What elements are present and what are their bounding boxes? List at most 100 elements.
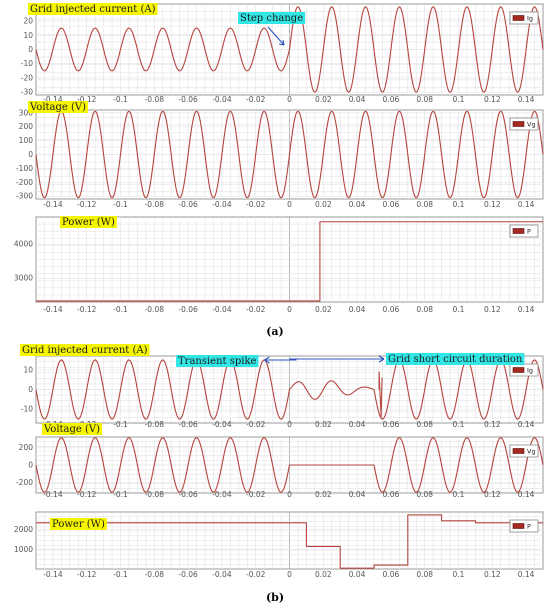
x-tick-label: -0.14 — [43, 95, 63, 104]
x-tick-label: 0.08 — [416, 570, 433, 579]
x-tick-label: 0.12 — [484, 305, 501, 314]
x-tick-label: 0.1 — [453, 570, 465, 579]
x-tick-label: 0.12 — [484, 570, 501, 579]
x-tick-label: 0.06 — [383, 420, 400, 429]
y-tick-label: 300 — [19, 108, 34, 117]
x-tick-label: -0.06 — [178, 200, 198, 209]
y-tick-label: -300 — [16, 192, 33, 201]
panel-a-current: -30 -20 -10 0 10 20 -0.14 -0.12 -0.1 -0.08 -0.06 -0… — [21, 3, 544, 104]
x-tick-label: 0.02 — [315, 305, 332, 314]
x-tick-label: 0.14 — [518, 570, 535, 579]
legend-label: Ig — [527, 367, 533, 375]
legend-swatch — [512, 523, 525, 529]
legend: Ig — [509, 363, 539, 377]
x-tick-label: -0.04 — [212, 305, 232, 314]
panel-b-voltage: -200 0 200 -0.14 -0.12 -0.1 -0.08 -0.06 -0.04 -0.… — [16, 423, 544, 499]
x-tick-label: 0.06 — [383, 490, 400, 499]
x-tick-label: 0.06 — [383, 200, 400, 209]
legend-label: Vg — [527, 121, 536, 129]
x-tick-label: 0.08 — [416, 200, 433, 209]
panel-label: Power (W) — [62, 217, 115, 228]
x-tick-label: -0.08 — [145, 200, 165, 209]
y-tick-label: 10 — [23, 31, 33, 40]
x-tick-label: -0.1 — [113, 570, 128, 579]
annotation-highlight — [386, 353, 525, 365]
x-tick-label: -0.04 — [212, 570, 232, 579]
x-tick-label: 0.04 — [349, 490, 366, 499]
x-tick-label: 0.02 — [315, 570, 332, 579]
arrowhead — [264, 356, 270, 364]
y-tick-label: 0 — [28, 461, 33, 470]
annotation-label: Grid short circuit duration — [388, 354, 523, 365]
series-line-Vg — [35, 110, 544, 199]
panel-a-voltage: -300 -200 -100 0 100 200 300 -0.14 -0.12 -0.1 -0.0… — [16, 101, 544, 209]
x-tick-label: -0.08 — [145, 420, 165, 429]
x-tick-label: 0 — [287, 95, 292, 104]
x-tick-label: 0.12 — [484, 95, 501, 104]
legend: P — [509, 519, 539, 533]
label-highlight — [42, 423, 103, 435]
x-tick-label: 0.04 — [349, 570, 366, 579]
x-tick-label: 0.1 — [453, 305, 465, 314]
legend-swatch — [512, 228, 525, 234]
legend: Vg — [509, 444, 539, 458]
legend-swatch — [512, 121, 525, 127]
x-tick-label: -0.02 — [246, 490, 266, 499]
x-tick-label: 0.14 — [518, 95, 535, 104]
y-tick-label: 200 — [19, 443, 34, 452]
panel-b-current: -10010-0.14-0.12-0.1-0.08-0.06-0.04-0.02… — [20, 344, 544, 429]
x-tick-label: -0.06 — [178, 490, 198, 499]
x-tick-label: -0.04 — [212, 200, 232, 209]
x-tick-label: 0.14 — [518, 420, 535, 429]
x-tick-label: 0.06 — [383, 570, 400, 579]
y-tick-label: 20 — [23, 17, 33, 26]
label-highlight — [28, 3, 158, 15]
x-tick-label: 0.04 — [349, 200, 366, 209]
x-tick-label: 0 — [287, 305, 292, 314]
y-tick-label: -10 — [21, 59, 33, 68]
x-tick-label: -0.08 — [145, 570, 165, 579]
x-tick-label: -0.08 — [145, 490, 165, 499]
x-tick-label: -0.12 — [77, 95, 97, 104]
x-tick-label: 0.14 — [518, 305, 535, 314]
x-tick-label: -0.06 — [178, 95, 198, 104]
y-tick-label: 4000 — [14, 240, 33, 249]
legend: P — [509, 224, 539, 238]
y-tick-label: 3000 — [14, 274, 33, 283]
y-tick-label: 200 — [19, 122, 34, 131]
x-tick-label: 0 — [287, 200, 292, 209]
x-tick-label: -0.12 — [77, 570, 97, 579]
x-tick-label: -0.12 — [77, 200, 97, 209]
x-tick-label: -0.02 — [246, 305, 266, 314]
panel-label: Voltage (V) — [43, 424, 100, 435]
y-tick-label: 10 — [23, 365, 33, 374]
x-tick-label: -0.14 — [43, 570, 63, 579]
y-tick-label: -30 — [21, 88, 33, 97]
x-tick-label: -0.12 — [77, 305, 97, 314]
panel-label: Grid injected current (A) — [30, 4, 156, 15]
x-tick-label: 0.06 — [383, 305, 400, 314]
x-tick-label: -0.02 — [246, 200, 266, 209]
legend-label: Vg — [527, 448, 536, 456]
series-line-Ig — [35, 359, 544, 420]
x-tick-label: 0.08 — [416, 490, 433, 499]
label-highlight — [20, 344, 150, 356]
x-tick-label: 0.1 — [453, 95, 465, 104]
legend: Ig — [509, 11, 539, 25]
x-tick-label: -0.14 — [43, 305, 63, 314]
x-tick-label: -0.1 — [113, 305, 128, 314]
x-tick-label: 0 — [287, 490, 292, 499]
x-tick-label: -0.02 — [246, 570, 266, 579]
label-highlight — [60, 216, 117, 228]
x-tick-label: 0 — [287, 570, 292, 579]
y-tick-label: -100 — [16, 164, 33, 173]
label-highlight — [28, 101, 89, 113]
x-tick-label: -0.1 — [113, 200, 128, 209]
x-tick-label: 0.08 — [416, 95, 433, 104]
x-tick-label: 0.12 — [484, 420, 501, 429]
x-tick-label: 0 — [287, 420, 292, 429]
panel-label: Voltage (V) — [29, 102, 86, 113]
legend-label: P — [527, 523, 531, 531]
x-tick-label: -0.14 — [43, 490, 63, 499]
panel-label: Power (W) — [52, 519, 105, 530]
